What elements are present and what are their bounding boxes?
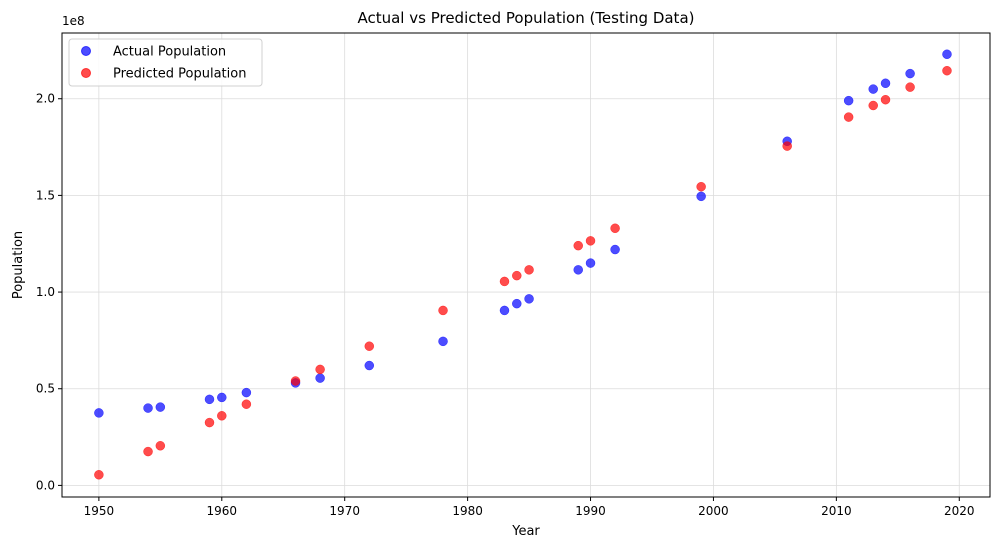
predicted-population-point xyxy=(143,446,153,457)
actual-population-point xyxy=(94,408,104,418)
predicted-population-point xyxy=(524,265,534,275)
predicted-population-point xyxy=(573,240,583,251)
y-tick-label: 1.5 xyxy=(36,188,55,202)
y-tick-label: 1.0 xyxy=(36,285,55,299)
predicted-population-point xyxy=(880,94,891,105)
actual-population-point xyxy=(512,298,522,309)
actual-population-point xyxy=(524,294,534,304)
actual-population-point xyxy=(155,402,166,412)
legend: Actual Population Predicted Population xyxy=(68,38,263,87)
x-tick-label: 1960 xyxy=(207,504,238,518)
predicted-population-point xyxy=(241,399,252,409)
actual-population-point xyxy=(610,244,620,255)
actual-population-point xyxy=(143,403,153,413)
x-axis-ticks: 1950 1960 1970 1980 1990 2000 2010 2020 xyxy=(84,497,975,518)
actual-population-point xyxy=(573,265,583,275)
actual-population-point xyxy=(868,84,878,94)
legend-label-actual: Actual Population xyxy=(113,45,226,60)
y-axis-ticks: 0.0 0.5 1.0 1.5 2.0 xyxy=(36,92,62,492)
legend-box xyxy=(68,38,263,87)
y-tick-label: 0.5 xyxy=(36,382,55,396)
actual-population-point xyxy=(880,78,891,89)
predicted-population-point xyxy=(696,181,706,192)
predicted-population-point xyxy=(905,82,915,92)
chart-title: Actual vs Predicted Population (Testing … xyxy=(357,9,694,27)
y-axis-label: Population xyxy=(11,231,26,299)
actual-population-point xyxy=(241,387,252,398)
y-tick-label: 2.0 xyxy=(36,92,55,106)
predicted-population-point xyxy=(585,236,596,246)
actual-population-point xyxy=(364,360,375,371)
data-points xyxy=(94,49,952,480)
legend-marker-actual xyxy=(81,46,91,56)
predicted-population-point xyxy=(942,65,952,76)
predicted-population-point xyxy=(217,411,227,421)
actual-population-point xyxy=(843,95,854,106)
predicted-population-point xyxy=(843,112,854,122)
x-tick-label: 1950 xyxy=(84,504,115,518)
predicted-population-point xyxy=(94,470,104,480)
predicted-population-point xyxy=(610,223,620,234)
actual-population-point xyxy=(204,394,215,405)
actual-population-point xyxy=(942,49,952,60)
y-axis-offset-label: 1e8 xyxy=(62,14,85,28)
x-tick-label: 1980 xyxy=(452,504,483,518)
predicted-population-point xyxy=(868,100,878,111)
legend-label-predicted: Predicted Population xyxy=(113,67,246,82)
predicted-population-point xyxy=(438,305,448,316)
actual-population-point xyxy=(905,68,915,79)
grid-lines xyxy=(62,33,990,497)
actual-population-point xyxy=(315,373,325,383)
x-tick-label: 1990 xyxy=(575,504,606,518)
predicted-population-point xyxy=(364,341,375,351)
actual-population-point xyxy=(499,305,510,316)
actual-population-point xyxy=(585,258,596,268)
x-tick-label: 1970 xyxy=(329,504,360,518)
predicted-population-point xyxy=(782,141,792,151)
actual-population-point xyxy=(696,191,706,202)
predicted-population-point xyxy=(290,376,301,386)
x-tick-label: 2010 xyxy=(821,504,852,518)
plot-frame xyxy=(61,32,991,498)
predicted-population-point xyxy=(204,417,215,428)
predicted-population-point xyxy=(499,276,510,287)
x-tick-label: 2020 xyxy=(944,504,975,518)
predicted-population-point xyxy=(155,441,166,451)
actual-population-point xyxy=(438,336,448,347)
predicted-population-point xyxy=(512,270,522,281)
x-axis-label: Year xyxy=(511,524,540,539)
predicted-population-point xyxy=(315,364,325,375)
x-tick-label: 2000 xyxy=(698,504,729,518)
legend-marker-predicted xyxy=(81,68,91,78)
y-tick-label: 0.0 xyxy=(36,478,55,492)
actual-population-point xyxy=(217,392,227,403)
